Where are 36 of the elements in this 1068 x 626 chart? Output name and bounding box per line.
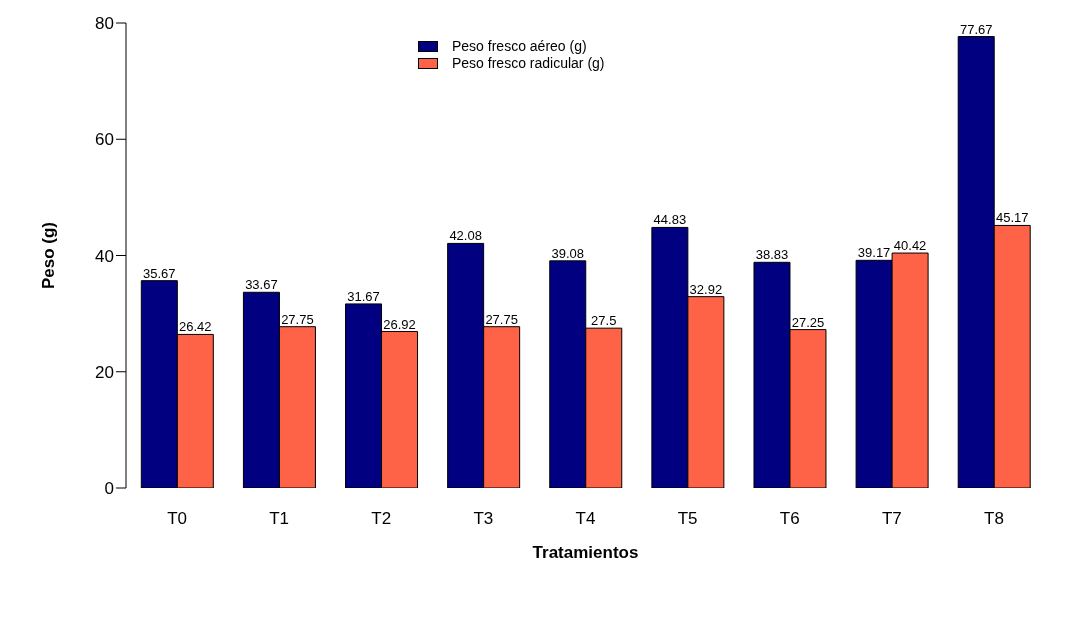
- data-label: 31.67: [347, 288, 380, 304]
- data-label: 77.67: [959, 21, 993, 37]
- y-axis-title: Peso (g): [39, 221, 59, 290]
- x-tick-label: T3: [473, 509, 494, 529]
- x-tick-label: T2: [371, 509, 392, 529]
- x-tick-label: T6: [779, 509, 800, 529]
- x-tick-label: T8: [984, 509, 1004, 529]
- data-label: 39.08: [551, 245, 585, 261]
- legend-label: Peso fresco radicular (g): [452, 55, 605, 72]
- x-tick-label: T1: [269, 509, 290, 529]
- data-label: 32.92: [689, 281, 723, 297]
- y-tick-label: 40: [95, 246, 114, 266]
- x-tick-label: T5: [677, 509, 698, 529]
- y-tick-label: 60: [95, 130, 114, 150]
- data-label: 27.25: [791, 314, 825, 330]
- y-tick-label: 20: [95, 362, 114, 382]
- data-label: 42.08: [449, 228, 482, 244]
- y-tick-label: 80: [95, 14, 114, 34]
- data-label: 26.42: [179, 319, 212, 335]
- x-tick-label: T7: [881, 509, 902, 529]
- data-label: 40.42: [893, 238, 927, 254]
- data-label: 27.75: [281, 311, 314, 327]
- legend-label: Peso fresco aéreo (g): [452, 38, 587, 55]
- x-tick-label: T4: [575, 509, 596, 529]
- data-label: 38.83: [755, 247, 789, 263]
- y-tick-label: 0: [104, 479, 114, 499]
- data-label: 44.83: [653, 212, 687, 228]
- x-tick-label: T0: [167, 509, 187, 529]
- x-axis-title: Tratamientos: [532, 543, 639, 562]
- data-label: 33.67: [245, 277, 278, 293]
- data-label: 39.17: [857, 245, 891, 261]
- data-label: 27.5: [591, 313, 617, 329]
- data-label: 27.75: [485, 311, 518, 327]
- data-label: 35.67: [143, 265, 176, 281]
- data-label: 45.17: [995, 210, 1029, 226]
- data-label: 26.92: [383, 316, 416, 332]
